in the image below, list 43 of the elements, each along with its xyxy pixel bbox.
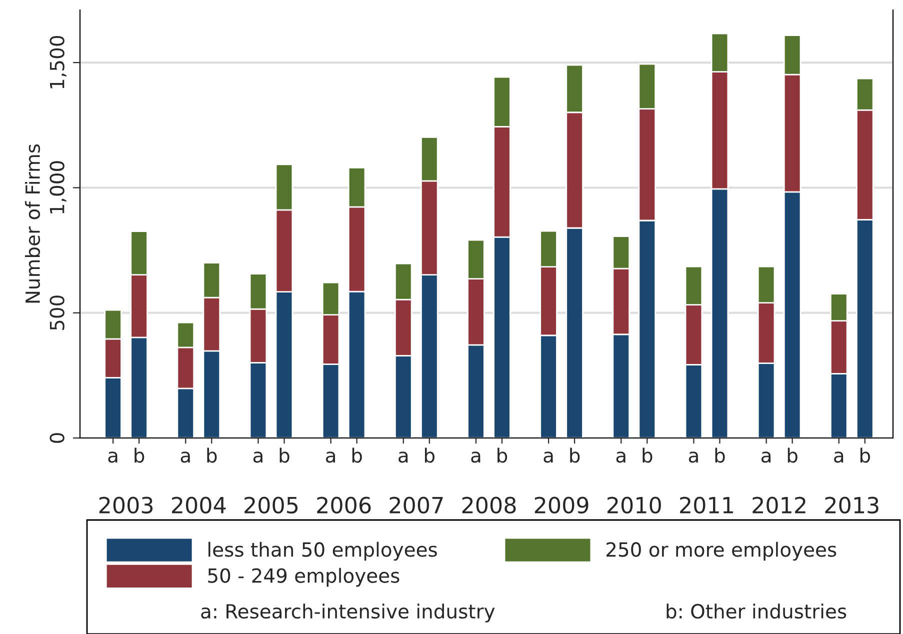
- x-tick-label: b: [642, 448, 652, 463]
- x-tick-label: a: [762, 452, 770, 463]
- x-tick-label: a: [688, 452, 698, 463]
- legend-label: 250 or more employees: [606, 542, 836, 561]
- x-tick-label: a: [544, 452, 553, 463]
- text: 2004: [172, 496, 226, 514]
- x-tick-label: b: [498, 448, 508, 463]
- x-tick-label: a: [108, 452, 118, 463]
- x-tick-label: b: [134, 448, 144, 463]
- x-tick-label: b: [715, 448, 725, 463]
- text: 2006: [317, 496, 371, 514]
- text: b: Other industries: [666, 604, 846, 619]
- text: 2008: [462, 496, 516, 514]
- x-tick-label: a: [253, 452, 262, 463]
- legend-label: less than 50 employees: [208, 542, 437, 561]
- text: 2009: [534, 496, 588, 514]
- x-tick-label: b: [352, 448, 362, 463]
- text: 2011: [680, 496, 733, 514]
- x-tick-label: a: [471, 452, 480, 463]
- y-tick-label: 1,000: [50, 161, 66, 214]
- text: 2012: [752, 496, 806, 514]
- x-tick-label: b: [570, 448, 580, 463]
- text: 2013: [825, 496, 878, 514]
- x-tick-label: b: [280, 448, 290, 463]
- x-tick-label: b: [424, 448, 435, 463]
- x-tick-label: b: [860, 448, 870, 463]
- text: a: Research-intensive industry: [201, 604, 495, 622]
- text: 2003: [99, 496, 153, 514]
- x-tick-label: a: [616, 452, 626, 463]
- x-tick-label: a: [398, 452, 408, 463]
- text: 2005: [244, 496, 298, 514]
- y-axis-title: Number of Firms: [25, 144, 40, 303]
- legend-label: 50 - 249 employees: [208, 568, 400, 587]
- x-tick-label: b: [788, 448, 798, 463]
- x-tick-label: b: [207, 448, 217, 463]
- text: 2007: [390, 496, 443, 514]
- text: 2010: [607, 496, 661, 514]
- x-tick-label: a: [180, 452, 190, 463]
- x-tick-label: a: [834, 452, 844, 463]
- x-tick-label: a: [326, 452, 335, 463]
- y-tick-label: 1,500: [50, 36, 66, 88]
- y-tick-label: 0: [50, 433, 64, 443]
- y-tick-label: 500: [50, 296, 64, 330]
